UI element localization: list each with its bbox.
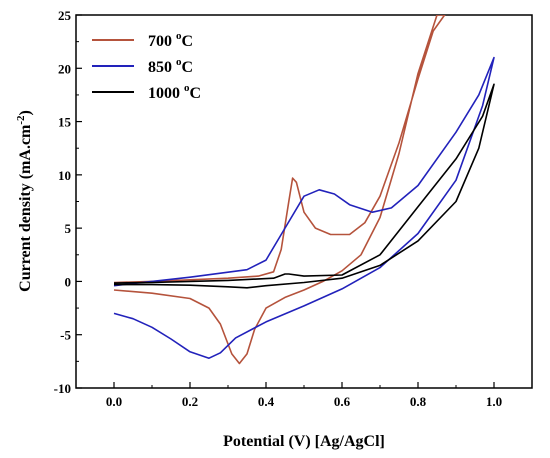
y-tick-label: 10 [58, 168, 71, 183]
legend-label: 1000 oC [148, 82, 201, 102]
series-line-2 [113, 56, 495, 359]
y-tick-label: 25 [58, 8, 72, 23]
legend-label-main: 850 [148, 59, 176, 76]
y-tick-label: 20 [58, 61, 71, 76]
y-axis-title: Current density (mA.cm-2) [15, 110, 34, 292]
y-tick-label: 15 [58, 115, 72, 130]
series-line-1 [113, 15, 446, 365]
y-tick-label: 0 [65, 274, 72, 289]
x-tick-label: 0.6 [334, 394, 351, 409]
y-axis-title-end: ) [17, 110, 34, 115]
legend-label-sup: o [184, 82, 190, 94]
x-tick-label: 0.8 [410, 394, 427, 409]
legend-label-main: 1000 [148, 85, 184, 102]
series-line-3 [113, 83, 495, 289]
y-axis-title-sup: -2 [15, 115, 27, 125]
legend-label-end: C [190, 85, 202, 102]
legend-label-end: C [182, 59, 194, 76]
x-axis-title: Potential (V) [Ag/AgCl] [223, 433, 385, 450]
x-tick-label: 0.0 [106, 394, 122, 409]
y-tick-label: 5 [65, 221, 72, 236]
series-layer [113, 15, 495, 365]
legend-label-end: C [182, 33, 194, 50]
y-tick-label: -5 [60, 328, 71, 343]
plot-frame [75, 14, 533, 389]
legend-label-main: 700 [148, 33, 176, 50]
x-tick-label: 1.0 [486, 394, 502, 409]
y-tick-label: -10 [54, 381, 71, 396]
x-tick-label: 0.2 [182, 394, 198, 409]
y-axis-title-main: Current density (mA.cm [17, 124, 34, 292]
legend-label: 850 oC [148, 56, 193, 76]
legend-label-sup: o [176, 56, 182, 68]
y-axis-ticks: -10 -5 0 5 10 15 20 25 [54, 8, 82, 396]
legend-label: 700 oC [148, 30, 193, 50]
x-axis-ticks: 0.0 0.2 0.4 0.6 0.8 1.0 [106, 382, 502, 409]
legend-label-sup: o [176, 30, 182, 42]
x-tick-label: 0.4 [258, 394, 275, 409]
